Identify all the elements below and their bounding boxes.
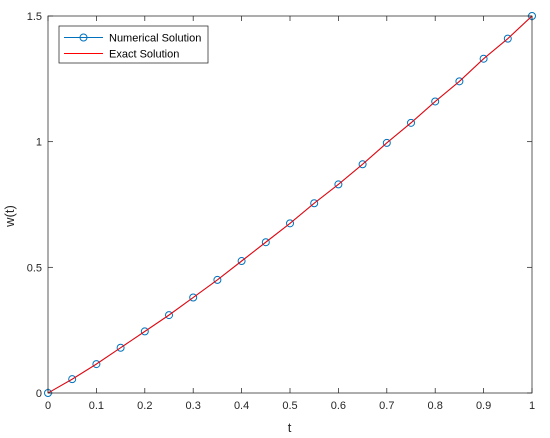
data-point-numerical	[92, 360, 101, 369]
data-point-numerical	[189, 293, 198, 302]
x-tick-label: 0.7	[379, 400, 394, 412]
data-point-numerical	[116, 343, 125, 352]
plot-area	[47, 15, 533, 394]
x-tick-label: 1	[529, 400, 535, 412]
data-point-numerical	[310, 199, 319, 208]
axes-box	[47, 15, 533, 394]
x-tick-label: 0.3	[186, 400, 201, 412]
x-tick-label: 0.2	[137, 400, 152, 412]
legend-entry-numerical: Numerical Solution	[64, 33, 201, 45]
x-tick-label: 0.5	[282, 400, 297, 412]
x-tick-label: 0.1	[89, 400, 104, 412]
data-point-numerical	[334, 180, 343, 189]
data-point-numerical	[286, 219, 294, 228]
data-point-numerical	[213, 275, 222, 284]
x-axis-label: t	[288, 420, 292, 435]
legend-label-exact: Exact Solution	[109, 49, 179, 61]
x-tick-label: 0.6	[331, 400, 346, 412]
x-tick-label: 0.8	[428, 400, 443, 412]
series-line-exact	[47, 15, 533, 394]
legend-marker-numerical	[79, 33, 88, 42]
data-point-numerical	[407, 118, 415, 127]
data-point-numerical	[237, 257, 246, 266]
data-point-numerical	[165, 311, 173, 320]
data-point-numerical	[261, 238, 270, 247]
legend-entry-exact: Exact Solution	[64, 49, 179, 61]
y-tick-label: 0	[36, 388, 42, 400]
data-point-numerical	[479, 54, 488, 63]
y-tick-label: 1	[36, 137, 42, 149]
ticks-layer: 0 0.1 0.2 0.3 0.4 0.5 0.6 0.7 0.8 0.9 1 0 0.5 1 1.5	[27, 11, 535, 412]
legend-box	[58, 25, 209, 64]
data-point-numerical	[431, 97, 440, 106]
data-point-numerical	[382, 138, 391, 147]
legend: Numerical Solution Exact Solution	[58, 25, 209, 64]
data-point-numerical	[455, 77, 464, 86]
y-tick-label: 0.5	[27, 262, 42, 274]
x-tick-label: 0	[45, 400, 51, 412]
data-point-numerical	[358, 160, 367, 169]
series-layer	[44, 12, 536, 397]
x-tick-label: 0.4	[234, 400, 249, 412]
data-point-numerical	[140, 327, 149, 336]
y-axis-label: w(t)	[2, 205, 17, 228]
x-tick-label: 0.9	[476, 400, 491, 412]
data-point-numerical	[68, 375, 77, 384]
legend-label-numerical: Numerical Solution	[109, 33, 201, 45]
y-tick-label: 1.5	[27, 11, 42, 23]
data-point-numerical	[503, 34, 512, 43]
